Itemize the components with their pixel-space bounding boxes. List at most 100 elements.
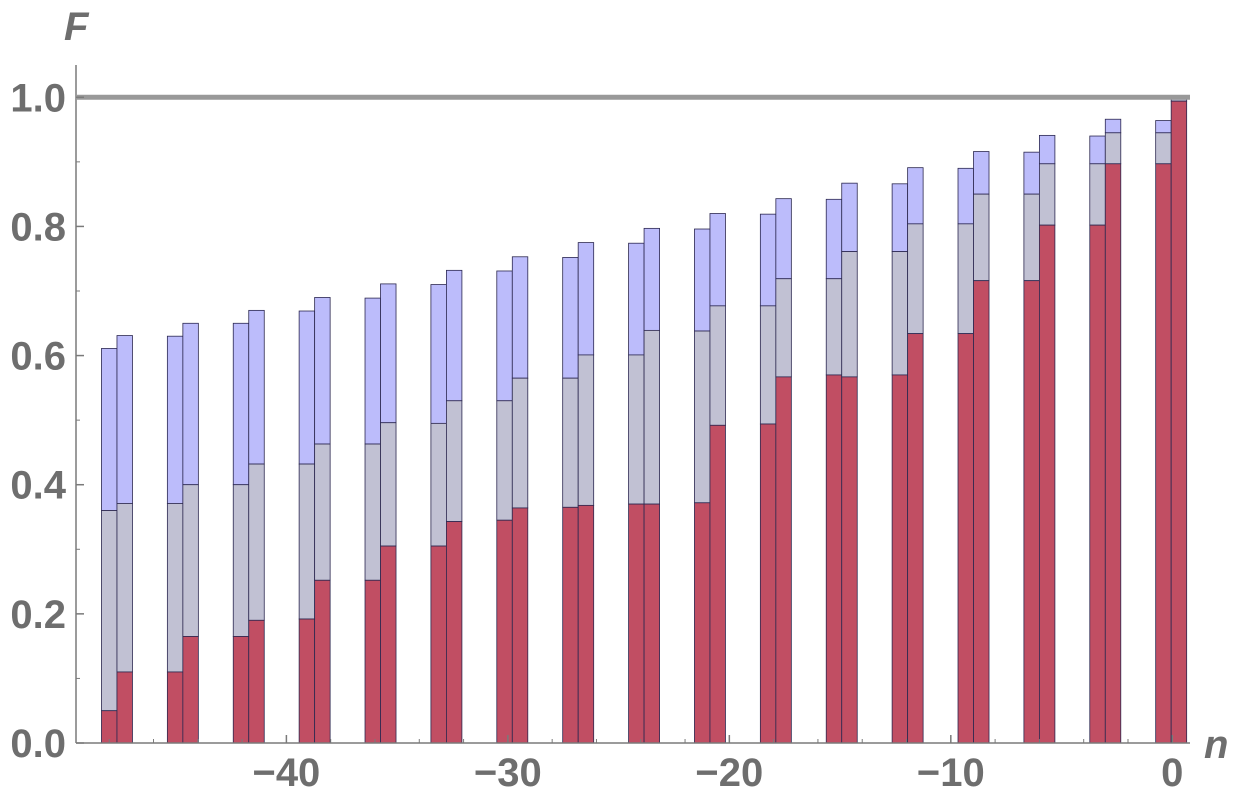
bar-top-segment bbox=[166, 335, 184, 504]
bar-mid-segment bbox=[1104, 132, 1122, 165]
bar-4-right bbox=[314, 297, 331, 744]
bar-17-left bbox=[1155, 120, 1172, 744]
bar-base-segment bbox=[775, 376, 792, 744]
bar-13-right bbox=[907, 167, 924, 744]
bar-8-right bbox=[577, 242, 595, 744]
bar-top-segment bbox=[694, 228, 711, 332]
bar-mid-segment bbox=[775, 278, 792, 378]
bar-7-right bbox=[511, 256, 529, 744]
x-tick-label: −30 bbox=[474, 751, 542, 795]
bar-base-segment bbox=[709, 424, 726, 744]
bar-top-segment bbox=[496, 270, 513, 402]
bar-mid-segment bbox=[298, 463, 316, 620]
bar-mid-segment bbox=[380, 422, 397, 547]
bar-base-segment bbox=[628, 503, 645, 744]
bar-17-right bbox=[1170, 96, 1188, 744]
bar-base-segment bbox=[973, 280, 990, 744]
bar-13-left bbox=[891, 183, 909, 744]
bar-top-segment bbox=[825, 198, 843, 280]
bar-3-left bbox=[232, 322, 250, 744]
bar-mid-segment bbox=[628, 354, 645, 505]
bar-3-right bbox=[248, 309, 265, 744]
bar-15-right bbox=[1038, 134, 1056, 744]
bar-top-segment bbox=[709, 213, 726, 307]
bar-mid-segment bbox=[759, 305, 777, 425]
bar-base-segment bbox=[298, 618, 316, 744]
bar-base-segment bbox=[562, 506, 579, 744]
bar-top-segment bbox=[562, 257, 579, 379]
bar-base-segment bbox=[1104, 163, 1122, 744]
bar-top-segment bbox=[1023, 151, 1040, 195]
bar-16-right bbox=[1104, 118, 1122, 744]
bar-base-segment bbox=[116, 671, 133, 744]
bar-mid-segment bbox=[101, 510, 118, 712]
bar-mid-segment bbox=[891, 251, 909, 376]
bar-mid-segment bbox=[182, 484, 199, 637]
bar-top-segment bbox=[891, 183, 909, 253]
bar-top-segment bbox=[759, 213, 777, 307]
x-tick-label: 0 bbox=[1161, 751, 1183, 795]
bar-12-right bbox=[841, 182, 858, 744]
bar-mid-segment bbox=[841, 251, 858, 378]
bar-mid-segment bbox=[577, 354, 595, 506]
bar-mid-segment bbox=[694, 330, 711, 504]
bar-base-segment bbox=[1023, 280, 1040, 744]
bar-mid-segment bbox=[1089, 163, 1106, 226]
bar-base-segment bbox=[907, 333, 924, 744]
y-tick-label: 0.0 bbox=[10, 722, 66, 766]
bar-1-left bbox=[101, 348, 118, 744]
bar-top-segment bbox=[775, 198, 792, 280]
bar-top-segment bbox=[1155, 120, 1172, 134]
bar-top-segment bbox=[841, 182, 858, 253]
bar-mid-segment bbox=[446, 400, 463, 522]
bar-base-segment bbox=[694, 502, 711, 744]
bar-base-segment bbox=[182, 636, 199, 744]
bar-mid-segment bbox=[116, 503, 133, 673]
bar-base-segment bbox=[314, 579, 331, 744]
x-tick-label: −10 bbox=[917, 751, 985, 795]
axes-layer bbox=[75, 65, 1190, 744]
bar-base-segment bbox=[496, 519, 513, 744]
bar-mid-segment bbox=[364, 443, 381, 581]
bar-base-segment bbox=[759, 423, 777, 744]
bar-15-left bbox=[1023, 151, 1040, 744]
bar-top-segment bbox=[232, 322, 250, 486]
bar-mid-segment bbox=[314, 443, 331, 581]
bar-base-segment bbox=[430, 545, 447, 744]
y-tick-label: 0.4 bbox=[10, 464, 66, 508]
bars-layer bbox=[101, 96, 1188, 744]
bar-top-segment bbox=[957, 167, 974, 225]
bar-top-segment bbox=[1089, 135, 1106, 165]
bar-mid-segment bbox=[907, 223, 924, 335]
bar-mid-segment bbox=[166, 503, 184, 673]
bar-2-left bbox=[166, 335, 184, 744]
bar-4-left bbox=[298, 310, 316, 744]
bar-1-right bbox=[116, 335, 133, 744]
bar-mid-segment bbox=[709, 305, 726, 426]
x-tick-label: −20 bbox=[695, 751, 763, 795]
y-tick-label: 0.8 bbox=[10, 205, 66, 249]
bar-top-segment bbox=[907, 167, 924, 225]
bar-top-segment bbox=[116, 335, 133, 504]
bar-mid-segment bbox=[430, 422, 447, 547]
bar-8-left bbox=[562, 257, 579, 744]
bar-base-segment bbox=[891, 374, 909, 744]
bar-base-segment bbox=[1155, 163, 1172, 744]
bar-base-segment bbox=[643, 503, 660, 744]
bar-top-segment bbox=[314, 297, 331, 445]
bar-9-left bbox=[628, 242, 645, 744]
bar-mid-segment bbox=[511, 377, 529, 509]
bar-11-right bbox=[775, 198, 792, 744]
bar-base-segment bbox=[511, 507, 529, 744]
bar-top-segment bbox=[430, 284, 447, 424]
bar-5-left bbox=[364, 297, 381, 744]
bar-5-right bbox=[380, 283, 397, 744]
bar-top-segment bbox=[298, 310, 316, 465]
bar-top-segment bbox=[364, 297, 381, 445]
x-tick-label: −40 bbox=[252, 751, 320, 795]
bar-base-segment bbox=[364, 579, 381, 744]
bar-14-right bbox=[973, 151, 990, 744]
y-tick-label: 0.2 bbox=[10, 593, 66, 637]
bar-top-segment bbox=[973, 151, 990, 195]
